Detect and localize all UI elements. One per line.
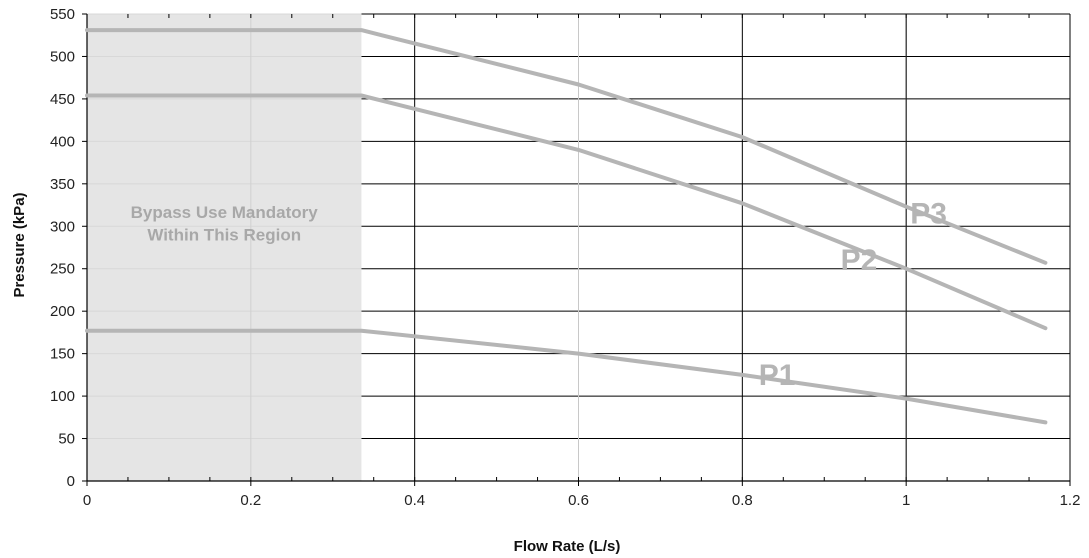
- x-tick-label: 0.6: [568, 492, 589, 509]
- region-label-line1: Bypass Use Mandatory: [131, 203, 319, 222]
- x-tick-label: 0.8: [732, 492, 753, 509]
- y-tick-label: 100: [50, 388, 75, 405]
- series-label-p2: P2: [841, 244, 878, 277]
- series-label-p3: P3: [910, 198, 947, 231]
- y-tick-label: 300: [50, 218, 75, 235]
- y-tick-label: 50: [58, 431, 75, 448]
- x-tick-label: 0: [83, 492, 91, 509]
- x-tick-label: 1.2: [1060, 492, 1081, 509]
- y-tick-label: 150: [50, 346, 75, 363]
- x-tick-label: 0.4: [404, 492, 425, 509]
- y-tick-label: 400: [50, 133, 75, 150]
- x-tick-label: 0.2: [240, 492, 261, 509]
- x-tick-label: 1: [902, 492, 910, 509]
- x-axis-title: Flow Rate (L/s): [514, 538, 621, 555]
- y-tick-label: 550: [50, 6, 75, 23]
- y-tick-label: 200: [50, 303, 75, 320]
- y-tick-label: 250: [50, 261, 75, 278]
- series-line-p1: [85, 328, 1048, 425]
- bypass-region: [87, 14, 362, 481]
- series-line-p3: [85, 28, 1048, 265]
- y-tick-label: 350: [50, 176, 75, 193]
- y-axis-title: Pressure (kPa): [11, 192, 28, 297]
- y-tick-label: 0: [67, 473, 75, 490]
- y-tick-label: 450: [50, 91, 75, 108]
- series-label-p1: P1: [759, 359, 796, 392]
- y-tick-label: 500: [50, 48, 75, 65]
- region-label-line2: Within This Region: [147, 226, 301, 245]
- series-line-p2: [85, 93, 1048, 331]
